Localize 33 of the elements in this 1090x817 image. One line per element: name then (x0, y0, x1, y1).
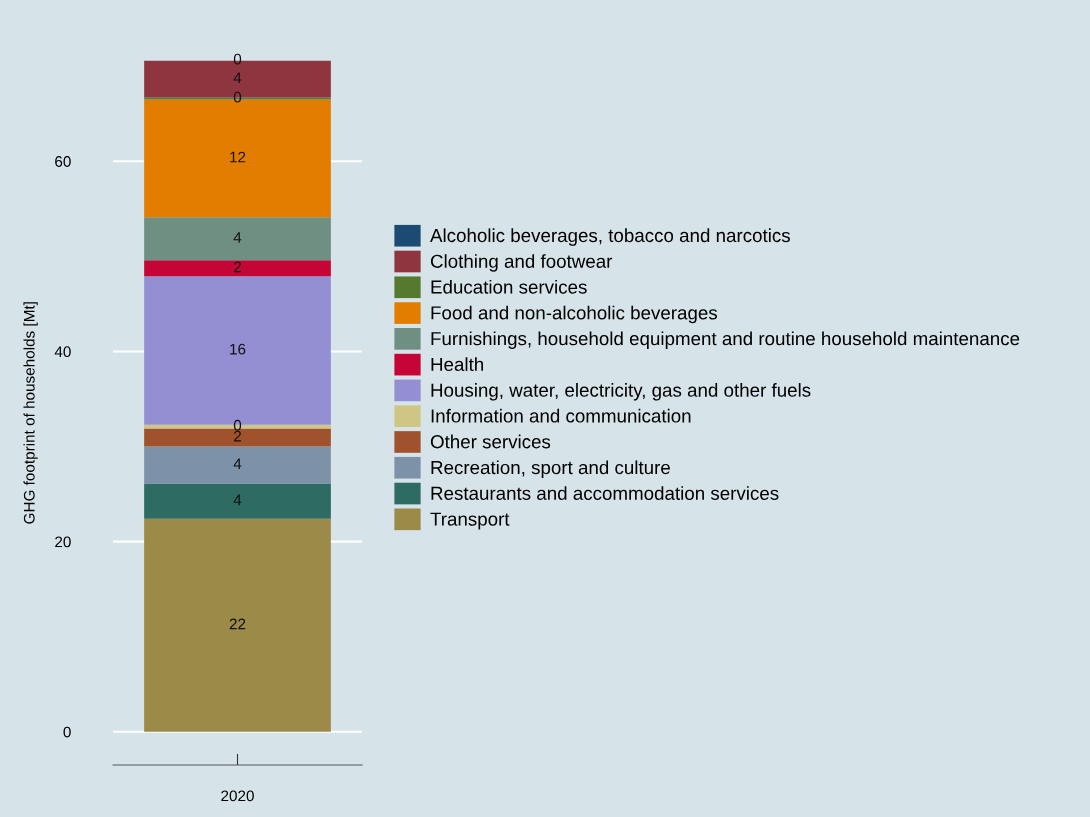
bar (144, 518, 331, 732)
data-label: 0 (233, 419, 242, 431)
legend-label: Recreation, sport and culture (431, 460, 670, 478)
x-tick-label: 2020 (221, 790, 254, 802)
data-label: 4 (233, 494, 242, 506)
y-tick-label: 60 (55, 156, 71, 167)
data-label: 4 (233, 72, 242, 83)
legend-label: Restaurants and accommodation services (431, 486, 779, 500)
y-axis-title: GHG footprint of households [Mt] (23, 302, 38, 524)
bar (144, 217, 331, 261)
data-label: 4 (233, 232, 242, 243)
legend-label: Transport (430, 512, 510, 530)
legend-label: Health (431, 357, 483, 372)
legend-label: Housing, water, electricity, gas and other fuels (431, 383, 811, 401)
y-tick-label: 0 (63, 726, 71, 738)
legend-label: Information and communication (431, 408, 691, 423)
data-label: 22 (229, 618, 246, 630)
legend-label: Clothing and footwear (430, 254, 613, 272)
legend-label: Alcoholic beverages, tobacco and narcotics (430, 228, 790, 246)
bar (144, 260, 331, 277)
data-label: 2 (234, 261, 241, 273)
y-tick-label: 40 (54, 346, 71, 358)
legend-label: Education services (431, 279, 587, 294)
legend-label: Other services (430, 434, 551, 449)
legend-label: Furnishings, household equipment and routine household maintenance (431, 331, 1020, 349)
bar (144, 483, 331, 519)
bar (144, 446, 331, 484)
data-label: 4 (233, 458, 242, 469)
data-label: 12 (230, 151, 246, 163)
y-tick-label: 20 (55, 536, 71, 548)
data-label: 16 (230, 343, 246, 355)
data-label: 2 (234, 430, 241, 442)
legend-label: Food and non-alcoholic beverages (431, 305, 718, 324)
